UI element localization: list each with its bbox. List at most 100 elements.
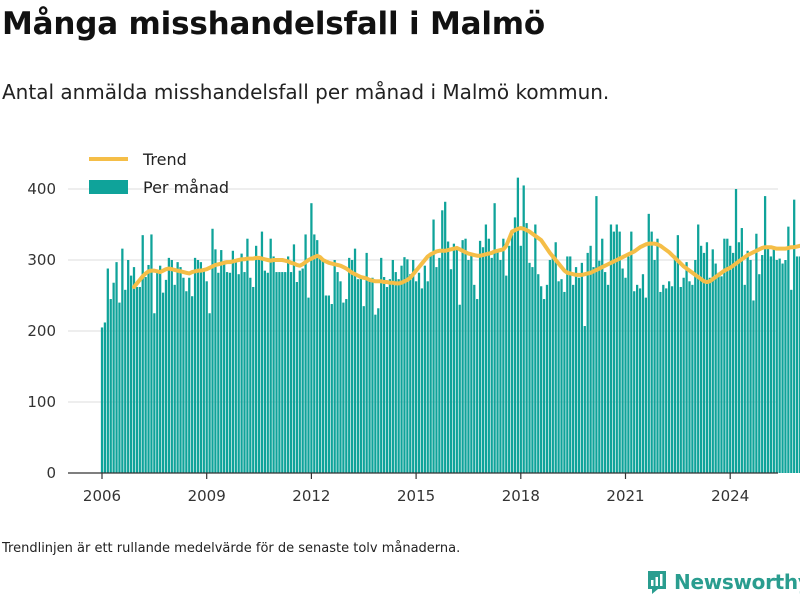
bar: [598, 260, 601, 473]
bar: [391, 260, 394, 473]
bar: [731, 252, 735, 473]
bar: [400, 265, 403, 473]
bar: [618, 231, 621, 473]
bar: [653, 260, 656, 473]
bar-line-chart: 0 100 200 300 400 2006 2009 2012 2015 2018 2021 202…: [27, 150, 800, 505]
bar: [673, 255, 677, 473]
bar: [601, 238, 604, 473]
bar: [662, 284, 665, 473]
brand-name: Newsworthy: [674, 570, 800, 594]
bar: [304, 234, 307, 473]
bar: [161, 292, 165, 473]
bar: [717, 272, 720, 473]
bar: [173, 284, 176, 473]
bar: [604, 272, 607, 473]
bar: [141, 235, 144, 473]
bar: [336, 272, 339, 473]
bar: [193, 257, 197, 473]
legend-bar-swatch: [89, 180, 128, 194]
bar: [766, 245, 770, 473]
bar: [589, 245, 592, 473]
bar: [377, 308, 380, 473]
bar: [167, 257, 171, 473]
bar: [225, 272, 229, 473]
page-subtitle: Antal anmälda misshandelsfall per månad …: [2, 80, 610, 104]
bar: [359, 277, 362, 473]
bar: [275, 272, 278, 473]
bar: [682, 277, 685, 473]
bar: [234, 260, 237, 473]
bar: [729, 245, 732, 473]
brand-logo[interactable]: Newsworthy: [646, 569, 800, 595]
bar: [790, 289, 793, 473]
bar: [257, 258, 261, 473]
bar: [435, 267, 438, 473]
bar: [292, 244, 296, 473]
bar: [656, 238, 659, 473]
bar: [365, 252, 368, 473]
bar: [132, 267, 136, 473]
bar: [615, 224, 618, 473]
bar: [612, 231, 615, 473]
bar: [414, 281, 418, 473]
bar: [129, 275, 133, 473]
bar: [627, 256, 630, 473]
bar: [496, 250, 499, 473]
bar: [214, 249, 217, 473]
bar: [659, 291, 662, 473]
bar: [481, 247, 485, 473]
legend-bar-label: Per månad: [143, 178, 229, 197]
bar: [281, 272, 284, 473]
bar: [394, 272, 397, 473]
bar: [519, 245, 522, 473]
bar: [403, 257, 406, 473]
bar: [737, 242, 741, 473]
x-tick-label: 2015: [397, 487, 435, 505]
bar: [542, 299, 546, 473]
bar: [318, 256, 322, 473]
bar: [740, 228, 743, 473]
bar: [525, 223, 528, 473]
bar: [630, 231, 633, 473]
bar: [705, 242, 709, 473]
bar: [531, 267, 534, 473]
bar: [208, 313, 211, 473]
bar: [778, 258, 781, 473]
bar: [124, 289, 127, 473]
bar: [350, 260, 354, 473]
x-tick-label: 2009: [188, 487, 226, 505]
bar: [441, 210, 444, 474]
bar: [176, 262, 179, 473]
bar: [179, 267, 182, 473]
bar: [644, 297, 647, 473]
bar: [749, 260, 752, 473]
bar: [321, 260, 325, 473]
bar: [755, 233, 758, 473]
bar: [522, 185, 525, 473]
bar: [720, 276, 723, 473]
bar: [191, 296, 194, 473]
bar: [263, 270, 266, 473]
bar: [563, 291, 566, 473]
bar: [484, 224, 488, 473]
bar: [577, 277, 581, 473]
bar: [534, 224, 537, 473]
bar: [100, 327, 104, 473]
bar: [217, 272, 220, 473]
bar: [109, 299, 112, 473]
bar: [476, 299, 479, 473]
bar: [752, 300, 755, 473]
bar: [761, 255, 764, 473]
bar: [266, 272, 269, 473]
bar: [554, 242, 557, 473]
bar: [569, 256, 572, 473]
bar: [708, 277, 711, 473]
bar: [795, 256, 799, 473]
bar: [487, 238, 490, 473]
bar: [793, 199, 796, 473]
bar: [516, 177, 520, 473]
bar: [510, 235, 514, 473]
bar: [566, 256, 569, 473]
bar: [592, 267, 595, 473]
bar: [551, 256, 554, 473]
